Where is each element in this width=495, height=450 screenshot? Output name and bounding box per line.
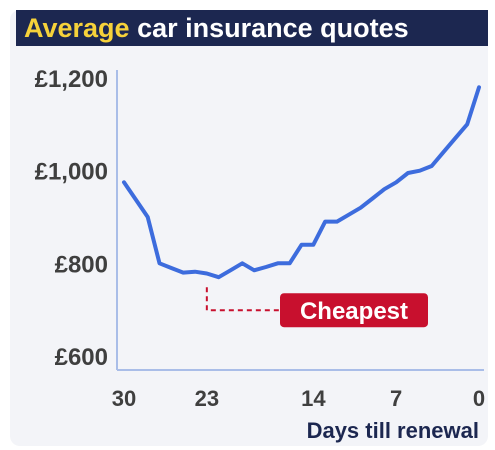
x-tick-label: 23 bbox=[195, 386, 219, 411]
cheapest-leader-line bbox=[205, 287, 280, 312]
series-line-quotes bbox=[122, 85, 481, 280]
y-tick-label: £800 bbox=[55, 251, 108, 278]
chart-card bbox=[10, 10, 488, 446]
title-rest: car insurance quotes bbox=[137, 12, 409, 43]
x-tick-label: 30 bbox=[112, 386, 136, 411]
y-tick-label: £1,200 bbox=[35, 66, 108, 93]
title-highlight: Average bbox=[24, 12, 130, 43]
cheapest-label: Cheapest bbox=[300, 298, 408, 325]
y-axis-ticks: £600 £800 £1,000 £1,200 bbox=[35, 66, 108, 371]
chart-title: Average car insurance quotes bbox=[16, 10, 488, 46]
x-tick-label: 7 bbox=[390, 386, 402, 411]
y-tick-label: £600 bbox=[55, 344, 108, 371]
y-tick-label: £1,000 bbox=[35, 159, 108, 186]
x-axis-ticks: 30 23 14 7 0 bbox=[112, 386, 485, 411]
cheapest-annotation: Cheapest bbox=[280, 293, 428, 328]
x-tick-label: 14 bbox=[301, 386, 326, 411]
x-axis-label: Days till renewal bbox=[307, 418, 479, 443]
cheapest-label-box bbox=[280, 293, 428, 328]
x-tick-label: 0 bbox=[473, 386, 485, 411]
